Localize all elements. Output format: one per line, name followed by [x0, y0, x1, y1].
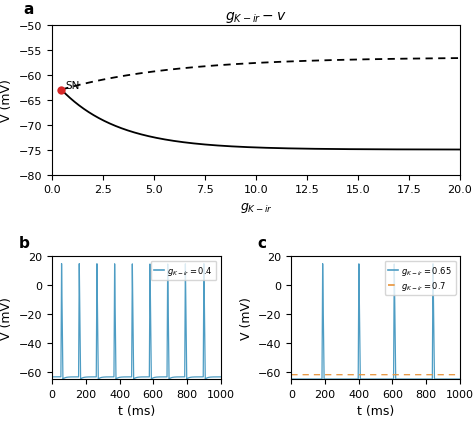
- Title: $g_{K-ir}-v$: $g_{K-ir}-v$: [225, 10, 287, 25]
- X-axis label: t (ms): t (ms): [118, 404, 155, 417]
- Text: SN: SN: [65, 81, 79, 90]
- Text: b: b: [18, 235, 29, 250]
- X-axis label: $g_{K-ir}$: $g_{K-ir}$: [239, 200, 273, 214]
- Y-axis label: V (mV): V (mV): [0, 79, 13, 122]
- Legend: $g_{K-ir}= 0.65$, $g_{K-ir}= 0.7$: $g_{K-ir}= 0.65$, $g_{K-ir}= 0.7$: [385, 261, 456, 295]
- X-axis label: t (ms): t (ms): [357, 404, 394, 417]
- Y-axis label: V (mV): V (mV): [0, 296, 13, 340]
- Legend: $g_{K-ir}= 0.4$: $g_{K-ir}= 0.4$: [151, 261, 217, 281]
- Text: c: c: [258, 235, 267, 250]
- Y-axis label: V (mV): V (mV): [239, 296, 253, 340]
- Text: a: a: [24, 2, 34, 17]
